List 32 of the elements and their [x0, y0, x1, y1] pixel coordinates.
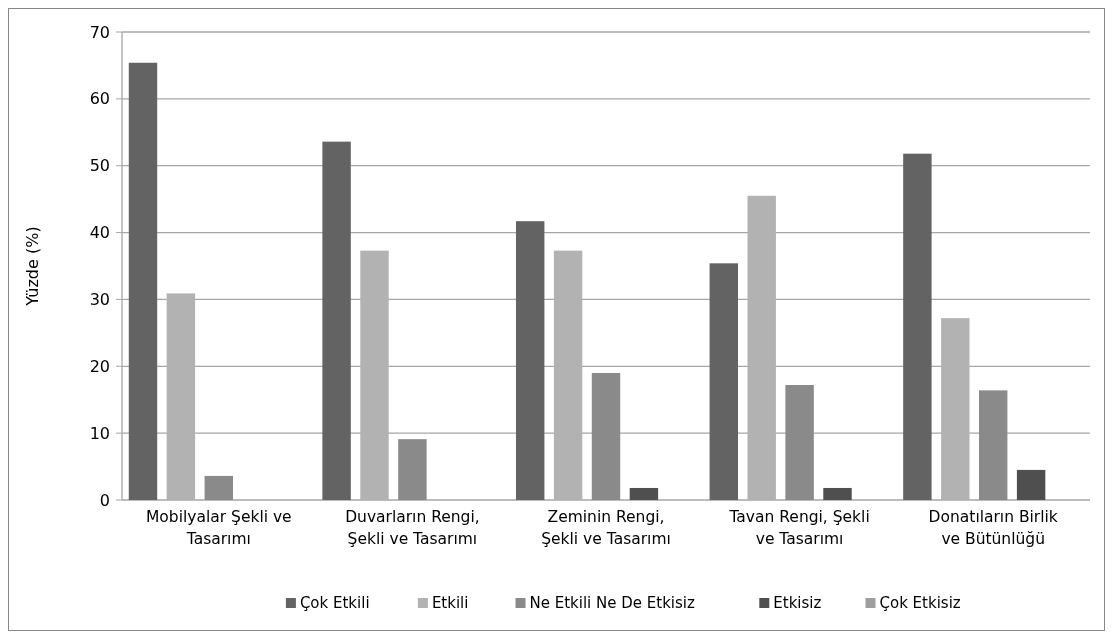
bar — [128, 62, 158, 500]
bar — [978, 390, 1008, 500]
x-tick-label: Zeminin Rengi, Şekli ve Tasarımı — [541, 508, 671, 548]
legend-label: Etkili — [431, 594, 469, 613]
y-tick-label: 0 — [99, 490, 110, 510]
legend-label: Etkisiz — [773, 594, 822, 613]
legend-label: Çok Etkisiz — [879, 594, 961, 613]
legend-label: Çok Etkili — [299, 594, 370, 613]
x-tick-label: Duvarların Rengi, Şekli ve Tasarımı — [345, 508, 480, 548]
legend-label: Ne Etkili Ne De Etkisiz — [529, 594, 695, 613]
y-tick-label: 70 — [89, 22, 110, 42]
bar — [629, 487, 659, 500]
y-axis-title: Yüzde (%) — [23, 226, 42, 307]
bar — [823, 487, 852, 500]
y-tick-label: 10 — [89, 423, 110, 443]
bar — [398, 439, 427, 500]
y-tick-label: 60 — [89, 89, 110, 109]
bar — [204, 475, 234, 500]
x-tick-label: Tavan Rengi, Şekli ve Tasarımı — [728, 508, 870, 548]
y-tick-label: 50 — [89, 156, 110, 176]
bar — [903, 153, 932, 500]
y-tick-label: 30 — [89, 290, 110, 310]
bar — [515, 221, 545, 500]
bar — [709, 263, 738, 500]
y-tick-label: 20 — [89, 356, 110, 376]
bar — [591, 372, 621, 500]
bar — [322, 141, 351, 500]
x-tick-label: Mobilyalar Şekli ve Tasarımı — [145, 508, 292, 548]
bar — [1016, 469, 1046, 500]
bar — [785, 385, 814, 500]
y-tick-label: 40 — [89, 223, 110, 243]
x-tick-label: Donatıların Birlik ve Bütünlüğü — [928, 508, 1058, 548]
